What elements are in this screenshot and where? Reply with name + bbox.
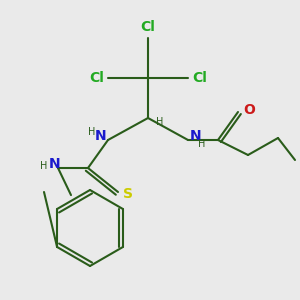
Text: N: N xyxy=(48,157,60,171)
Text: N: N xyxy=(190,129,202,143)
Text: Cl: Cl xyxy=(89,71,104,85)
Text: S: S xyxy=(123,187,133,201)
Text: Cl: Cl xyxy=(192,71,207,85)
Text: O: O xyxy=(243,103,255,117)
Text: H: H xyxy=(40,161,48,171)
Text: Cl: Cl xyxy=(141,20,155,34)
Text: H: H xyxy=(156,117,164,127)
Text: H: H xyxy=(198,139,206,149)
Text: N: N xyxy=(94,129,106,143)
Text: H: H xyxy=(88,127,96,137)
